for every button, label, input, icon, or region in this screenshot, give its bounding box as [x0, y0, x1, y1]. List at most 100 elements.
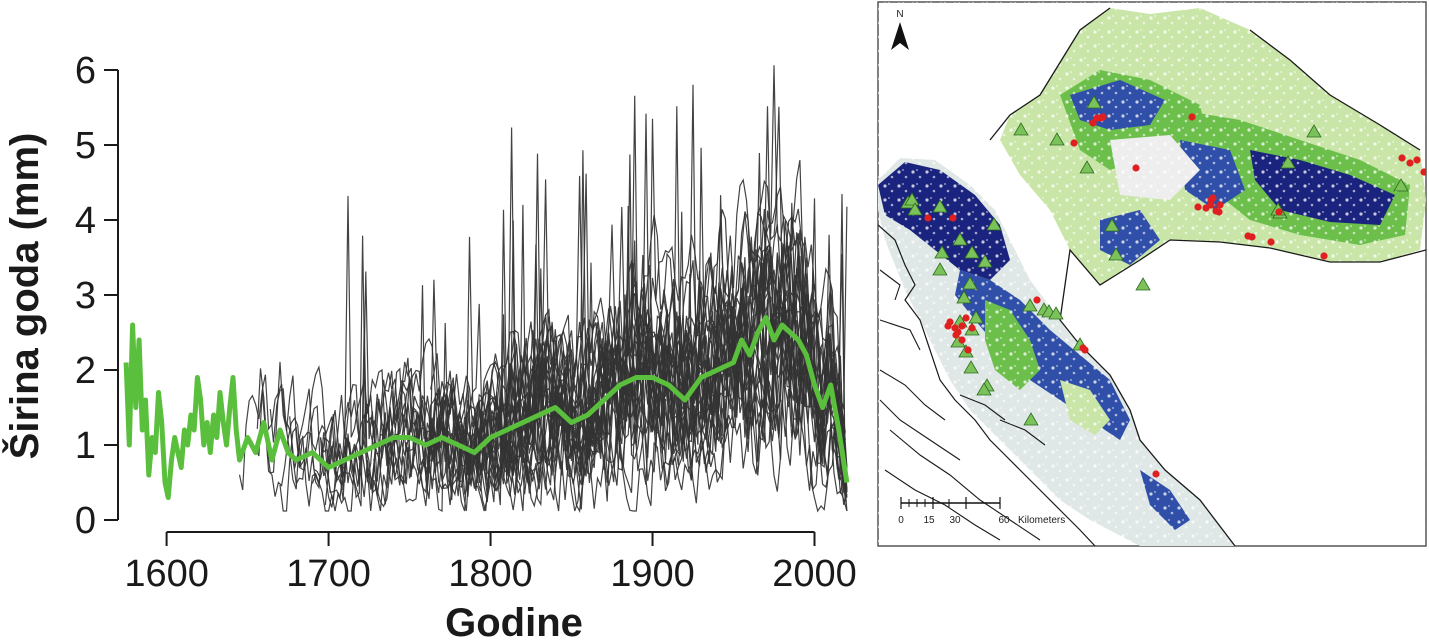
sample-point: [1267, 238, 1275, 246]
ring-series-line: [279, 220, 848, 513]
scale-label-60: 60: [998, 515, 1010, 526]
sample-point: [1081, 346, 1089, 354]
sample-point: [1194, 203, 1202, 211]
sample-triangle: [956, 290, 972, 304]
sample-point: [1420, 168, 1426, 176]
x-axis: 1600 1700 1800 1900 2000: [124, 531, 857, 595]
coastline: [878, 224, 1096, 546]
sample-point: [1033, 296, 1041, 304]
sample-point: [1406, 159, 1414, 167]
sample-triangle: [986, 217, 1002, 231]
sample-point: [968, 324, 976, 332]
sample-point: [1207, 196, 1215, 204]
sample-triangle: [964, 245, 980, 259]
sample-point: [944, 322, 952, 330]
map-texture: [878, 2, 1426, 546]
mean-ring-series: [123, 315, 850, 500]
y-tick-label: 2: [75, 350, 96, 392]
sample-triangle: [968, 310, 984, 324]
ring-series-line: [256, 106, 848, 490]
sample-point: [1097, 114, 1105, 122]
y-tick-label: 5: [75, 125, 96, 167]
sample-triangle: [1108, 247, 1124, 261]
y-tick-label: 4: [75, 200, 96, 242]
north-arrow-icon: N: [891, 9, 909, 50]
ring-series-line: [465, 205, 846, 513]
sample-point: [958, 336, 966, 344]
sample-triangle: [934, 245, 950, 259]
y-tick-label: 6: [75, 50, 96, 92]
sample-point: [1248, 233, 1256, 241]
scale-unit: Kilometers: [1018, 515, 1065, 526]
x-tick-label: 1700: [286, 553, 371, 595]
sample-point: [1320, 252, 1328, 260]
tree-ring-line-chart: 0 1 2 3 4 5 6 1600 1700 1800 1900 2000 Godine Širi…: [1, 50, 857, 641]
sample-triangle: [977, 254, 993, 268]
y-axis: 0 1 2 3 4 5 6: [75, 50, 119, 542]
north-label: N: [896, 9, 903, 20]
sample-triangle: [932, 199, 948, 213]
scale-bar: 0 15 30 60 Kilometers: [898, 497, 1065, 526]
sample-point: [958, 322, 966, 330]
sample-point: [1132, 164, 1140, 172]
sample-triangle: [1135, 277, 1151, 291]
mean-series-line: [123, 315, 850, 500]
sample-point: [1215, 208, 1223, 216]
ring-series-line: [488, 65, 846, 483]
scale-label-0: 0: [898, 515, 904, 526]
y-tick-label: 3: [75, 275, 96, 317]
x-tick-label: 1600: [124, 553, 209, 595]
sample-point: [1216, 201, 1224, 209]
sample-triangle: [952, 232, 968, 246]
sample-triangle: [1306, 124, 1322, 138]
national-border: [989, 7, 1426, 546]
sample-triangle: [1049, 132, 1065, 146]
sample-triangle: [1086, 95, 1102, 109]
ring-series-line: [385, 106, 846, 496]
y-axis-title: Širina goda (mm): [1, 133, 47, 460]
x-tick-label: 1900: [610, 553, 695, 595]
sample-point: [1207, 201, 1215, 209]
sample-triangle: [1079, 160, 1095, 174]
x-tick-label: 2000: [772, 553, 857, 595]
sample-point: [952, 331, 960, 339]
sample-triangle: [907, 202, 923, 216]
sample-point: [1152, 470, 1160, 478]
sample-point: [962, 314, 970, 322]
ring-series-line: [475, 290, 846, 507]
sample-triangle: [1104, 218, 1120, 232]
sample-point: [949, 214, 957, 222]
sample-point: [924, 214, 932, 222]
scale-label-30: 30: [949, 515, 961, 526]
sample-triangle: [904, 192, 920, 206]
sample-point: [1275, 208, 1283, 216]
sample-triangle: [1048, 306, 1064, 320]
sample-triangle: [1013, 122, 1029, 136]
sample-points: [900, 95, 1426, 478]
x-tick-label: 1800: [448, 553, 533, 595]
scale-label-15: 15: [923, 515, 935, 526]
sample-triangle: [1393, 178, 1409, 192]
sample-point: [1070, 139, 1078, 147]
sample-triangle: [932, 262, 948, 276]
sample-point: [1089, 119, 1097, 127]
map-land: [878, 2, 1426, 546]
sample-triangle: [1023, 412, 1039, 426]
sample-triangle: [962, 276, 978, 290]
ring-series-line: [525, 230, 848, 467]
vegetation-map: N 0 15 30 60 Kilometers: [877, 1, 1427, 547]
y-tick-label: 0: [75, 500, 96, 542]
sample-point: [964, 346, 972, 354]
sample-triangle: [1280, 155, 1296, 169]
sample-point: [1413, 156, 1421, 164]
sample-point: [1398, 154, 1406, 162]
islands: [879, 269, 1046, 541]
y-tick-label: 1: [75, 425, 96, 467]
individual-ring-series: [238, 65, 848, 513]
x-axis-title: Godine: [445, 601, 583, 641]
sample-triangle: [976, 382, 992, 396]
sample-triangle: [963, 360, 979, 374]
sample-point: [1188, 113, 1196, 121]
sample-triangle: [1022, 298, 1038, 312]
